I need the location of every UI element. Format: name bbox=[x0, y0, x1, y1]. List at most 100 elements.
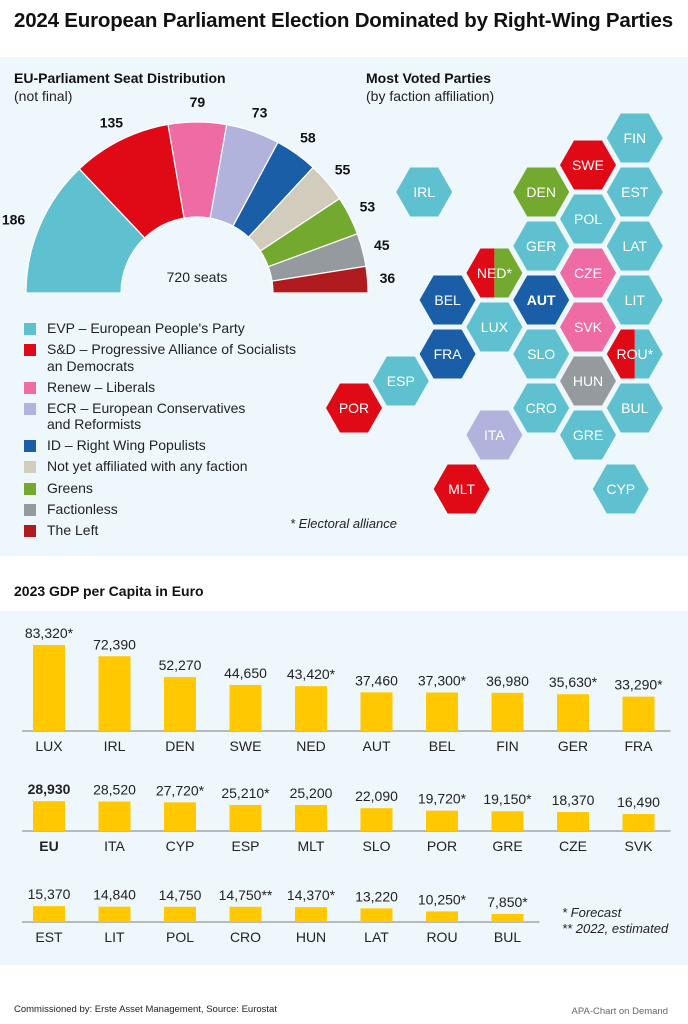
hex-tile-por: POR bbox=[326, 383, 382, 433]
seat-value-label: 135 bbox=[100, 114, 124, 130]
hex-label: FIN bbox=[624, 130, 647, 146]
legend-swatch bbox=[24, 461, 36, 474]
hex-tile-lux: LUX bbox=[466, 302, 523, 352]
hex-label: LIT bbox=[625, 292, 646, 308]
gdp-bar-eu bbox=[33, 801, 65, 831]
most-voted-heading: Most Voted Parties bbox=[366, 70, 491, 86]
hex-tile-hun: HUN bbox=[560, 356, 616, 406]
hex-shape bbox=[419, 275, 476, 325]
gdp-value-label: 15,370 bbox=[28, 886, 71, 902]
gdp-bar-pol bbox=[164, 906, 196, 922]
hex-label: MLT bbox=[448, 481, 475, 497]
hex-shape bbox=[433, 464, 490, 514]
gdp-value-label: 44,650 bbox=[224, 665, 267, 681]
seat-value-label: 36 bbox=[380, 270, 396, 286]
legend-item-greens: Greens bbox=[24, 480, 344, 497]
gdp-value-label: 83,320* bbox=[25, 625, 74, 641]
hex-shape bbox=[419, 329, 476, 379]
hex-shape bbox=[513, 167, 570, 217]
hex-label: DEN bbox=[526, 184, 556, 200]
forecast-footnote: * Forecast bbox=[562, 905, 622, 920]
gdp-value-label: 25,200 bbox=[290, 785, 333, 801]
gdp-bar-por bbox=[426, 810, 458, 831]
gdp-category-label: SWE bbox=[230, 738, 262, 754]
gdp-category-label: NED bbox=[296, 738, 326, 754]
legend-item-renew: Renew – Liberals bbox=[24, 379, 344, 396]
hex-tile-svk: SVK bbox=[560, 302, 616, 352]
gdp-category-label: EST bbox=[35, 929, 63, 945]
seat-value-label: 58 bbox=[300, 130, 316, 146]
hex-shape bbox=[326, 383, 382, 433]
hex-shape bbox=[513, 275, 570, 325]
gdp-category-label: GRE bbox=[492, 838, 522, 854]
legend-label: EVP – European People's Party bbox=[47, 320, 245, 336]
legend-swatch bbox=[24, 482, 36, 495]
gdp-category-label: ESP bbox=[231, 838, 259, 854]
legend-swatch bbox=[24, 323, 36, 335]
gdp-bar-bel bbox=[426, 692, 458, 731]
gdp-value-label: 19,720* bbox=[418, 791, 467, 807]
gdp-bar-ned bbox=[295, 686, 327, 731]
gdp-value-label: 27,720* bbox=[156, 782, 205, 798]
hex-shape bbox=[560, 302, 616, 352]
hex-tile-lat: LAT bbox=[606, 221, 663, 271]
hex-shape bbox=[466, 410, 523, 460]
estimated-footnote: ** 2022, estimated bbox=[562, 921, 669, 936]
seat-legend: EVP – European People's Party S&D – Progr… bbox=[24, 320, 344, 543]
gdp-category-label: FIN bbox=[496, 738, 519, 754]
hex-label: ROU* bbox=[617, 346, 654, 362]
gdp-bar-cro bbox=[229, 906, 262, 922]
gdp-value-label: 72,390 bbox=[93, 636, 136, 652]
hex-label: NED* bbox=[477, 265, 513, 281]
hex-label: POR bbox=[339, 400, 369, 416]
gdp-bar-ita bbox=[98, 801, 131, 831]
electoral-alliance-footnote: * Electoral alliance bbox=[290, 516, 397, 531]
gdp-category-label: DEN bbox=[165, 738, 195, 754]
hex-tile-cro: CRO bbox=[513, 383, 570, 433]
hex-label: ESP bbox=[387, 373, 415, 389]
hex-shape bbox=[560, 140, 616, 190]
seat-distribution-note: (not final) bbox=[14, 88, 73, 104]
legend-swatch bbox=[24, 381, 36, 394]
gdp-category-label: EU bbox=[39, 838, 58, 854]
gdp-bar-hun bbox=[295, 907, 327, 922]
gdp-bar-cze bbox=[557, 812, 589, 831]
hex-label: IRL bbox=[413, 184, 435, 200]
seat-value-label: 45 bbox=[374, 237, 390, 253]
seat-value-label: 73 bbox=[252, 105, 268, 121]
seat-slice-left bbox=[271, 265, 369, 294]
hex-label: EST bbox=[621, 184, 649, 200]
hex-shape bbox=[372, 356, 429, 406]
hex-shape bbox=[592, 464, 649, 514]
hex-label: ITA bbox=[484, 427, 505, 443]
hex-label: AUT bbox=[527, 292, 556, 308]
hex-tile-lit: LIT bbox=[606, 275, 663, 325]
hex-tile-fra: FRA bbox=[419, 329, 476, 379]
gdp-value-label: 19,150* bbox=[483, 791, 532, 807]
gdp-category-label: AUT bbox=[363, 738, 391, 754]
gdp-value-label: 14,750** bbox=[219, 887, 273, 903]
seat-value-label: 186 bbox=[2, 212, 26, 228]
gdp-value-label: 14,750 bbox=[159, 887, 202, 903]
gdp-category-label: POR bbox=[427, 838, 457, 854]
hex-label: POL bbox=[574, 211, 602, 227]
hex-label: LUX bbox=[481, 319, 509, 335]
legend-item-left: The Left bbox=[24, 522, 344, 539]
gdp-category-label: GER bbox=[558, 738, 588, 754]
gdp-bar-irl bbox=[98, 656, 131, 731]
hex-label: GRE bbox=[573, 427, 603, 443]
seat-value-label: 55 bbox=[335, 161, 351, 177]
legend-label: Not yet affiliated with any faction bbox=[47, 458, 248, 475]
hex-shape bbox=[606, 275, 663, 325]
gdp-category-label: CYP bbox=[166, 838, 195, 854]
hex-shape bbox=[513, 221, 570, 271]
gdp-value-label: 37,460 bbox=[355, 672, 398, 688]
legend-label: The Left bbox=[47, 521, 99, 538]
hex-tile-cyp: CYP bbox=[592, 464, 649, 514]
legend-swatch bbox=[24, 344, 36, 357]
gdp-value-label: 16,490 bbox=[617, 794, 660, 810]
gdp-category-label: LAT bbox=[364, 929, 389, 945]
legend-item-sd: S&D – Progressive Alliance of Socialists… bbox=[24, 341, 344, 374]
gdp-bar-mlt bbox=[295, 804, 327, 831]
